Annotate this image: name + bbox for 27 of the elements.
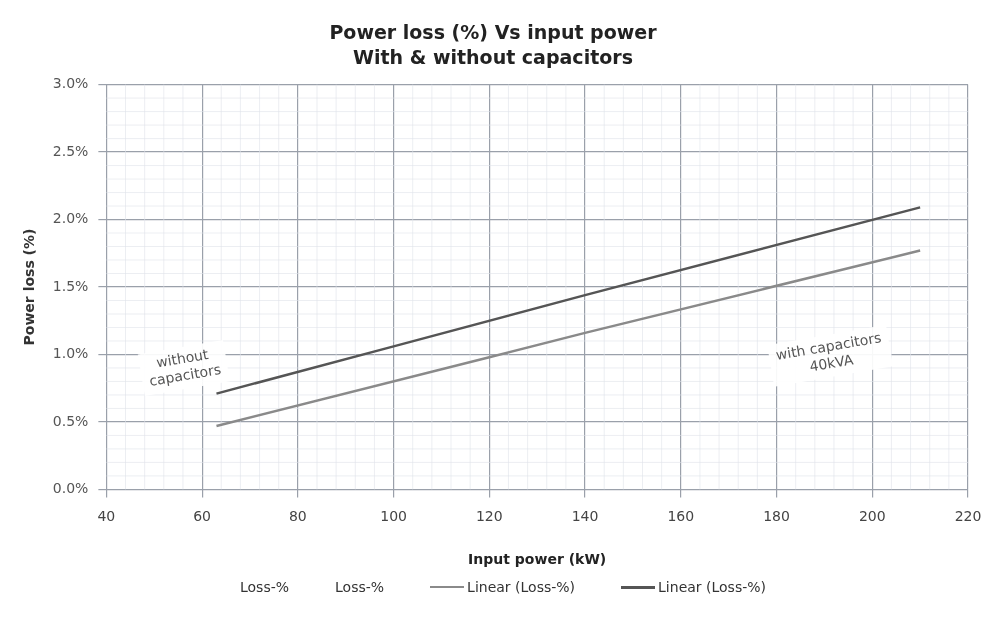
chart-title: Power loss (%) Vs input power xyxy=(329,21,658,44)
x-tick-label: 60 xyxy=(193,508,212,525)
y-tick-label: 0.5% xyxy=(52,412,89,429)
x-tick-label: 160 xyxy=(667,508,695,525)
y-tick-label: 2.0% xyxy=(52,210,89,227)
x-tick-label: 220 xyxy=(954,508,982,525)
chart-subtitle: With & without capacitors xyxy=(353,46,633,69)
y-axis-title: Power loss (%) xyxy=(21,228,38,346)
x-tick-label: 80 xyxy=(288,508,307,525)
annotation: without capacitors xyxy=(148,345,223,390)
x-tick-label: 40 xyxy=(97,508,116,525)
y-tick-label: 1.0% xyxy=(52,345,89,362)
y-tick-label: 2.5% xyxy=(52,142,89,159)
x-tick-label: 140 xyxy=(571,508,599,525)
y-tick-label: 1.5% xyxy=(52,277,89,294)
x-tick-label: 120 xyxy=(475,508,503,525)
x-axis-title: Input power (kW) xyxy=(468,551,607,568)
legend-label: Linear (Loss-%) xyxy=(658,579,767,595)
text: Loss-% xyxy=(335,579,385,595)
x-tick-label: 180 xyxy=(763,508,790,525)
y-tick-label: 3.0% xyxy=(52,75,89,92)
x-tick-label: 200 xyxy=(858,508,886,525)
y-tick-label: 0.0% xyxy=(52,480,89,497)
text: Loss-% xyxy=(239,579,290,595)
x-tick-label: 100 xyxy=(380,508,407,525)
annotation: with capacitors 40kVA xyxy=(774,329,883,375)
legend-label: Linear (Loss-%) xyxy=(467,579,576,595)
